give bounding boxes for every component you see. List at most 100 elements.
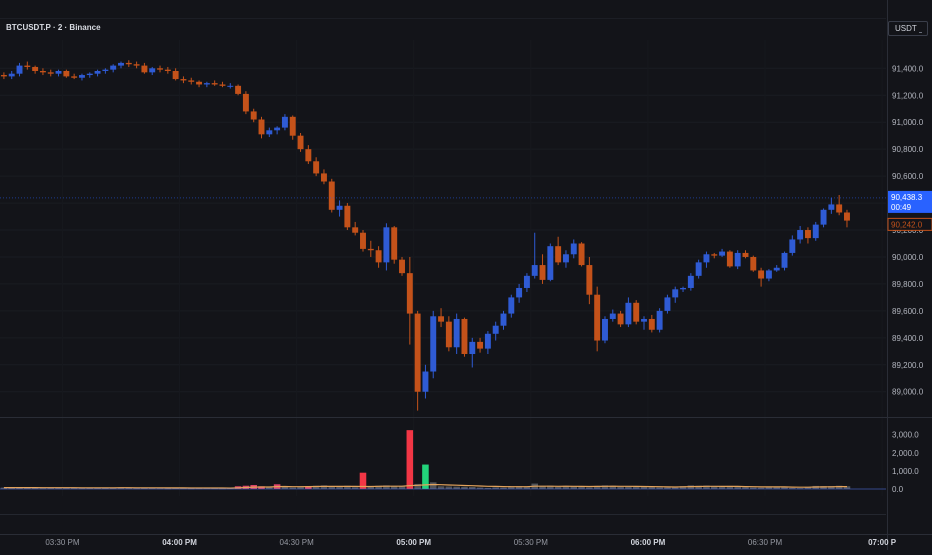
- candle-body: [695, 262, 702, 276]
- candle-body: [539, 265, 546, 280]
- price-tick-label: 90,600.0: [892, 172, 924, 181]
- candle-body: [492, 325, 499, 334]
- volume-bar: [679, 486, 687, 489]
- candle-body: [125, 62, 132, 65]
- volume-bar: [344, 485, 351, 489]
- volume-bar: [476, 487, 484, 489]
- volume-bar: [429, 482, 437, 489]
- volume-bar: [835, 485, 843, 489]
- candle-body: [102, 69, 109, 71]
- candle-body: [94, 70, 101, 74]
- volume-bar: [125, 487, 133, 489]
- time-axis[interactable]: 03:30 PM 04:00 PM 04:30 PM 05:00 PM 05:30 PM…: [45, 538, 896, 547]
- candle-body: [250, 111, 257, 120]
- volume-bar: [281, 486, 289, 489]
- candle-body: [399, 259, 405, 274]
- candle-body: [726, 251, 733, 267]
- volume-bar: [828, 486, 835, 489]
- volume-bar: [586, 487, 593, 489]
- candle-body: [781, 252, 788, 268]
- volume-bar: [70, 487, 78, 489]
- candle-body: [453, 318, 460, 348]
- candle-body: [266, 130, 273, 135]
- candle-body: [594, 294, 601, 341]
- candle-body: [820, 209, 827, 225]
- candle-body: [180, 79, 187, 81]
- candle-body: [430, 316, 437, 372]
- candle-body: [570, 243, 577, 255]
- volume-axis[interactable]: 3,000.0 2,000.0 1,000.0 0.0: [892, 431, 919, 494]
- candle-body: [63, 70, 70, 77]
- price-tick-label: 90,000.0: [892, 253, 924, 262]
- time-tick-label: 04:00 PM: [162, 538, 197, 547]
- candle-body: [422, 371, 429, 392]
- candle-body: [133, 64, 140, 66]
- currency-button[interactable]: USDT: [888, 21, 928, 36]
- candle-body: [836, 204, 843, 213]
- candle-body: [164, 69, 171, 71]
- symbol-title[interactable]: BTCUSDT.P · 2 · Binance: [6, 23, 101, 32]
- volume-bar: [258, 486, 265, 489]
- candle-body: [352, 227, 359, 233]
- candle-body: [141, 65, 148, 73]
- price-labels: 90,438.300:49 90,242.0: [0, 190, 932, 231]
- last-price-label: 90,438.3: [891, 193, 923, 202]
- candle-body: [719, 251, 726, 256]
- volume-bar: [414, 483, 421, 489]
- volume-bar: [710, 486, 718, 489]
- volume-bar: [266, 486, 273, 489]
- volume-bar: [8, 487, 15, 489]
- candle-body: [500, 313, 507, 326]
- currency-label: USDT: [895, 24, 917, 33]
- volume-bar: [734, 487, 741, 489]
- volume-bar: [500, 487, 507, 489]
- volume-bar: [656, 487, 663, 489]
- volume-bar: [312, 485, 320, 489]
- volume-bar: [484, 487, 492, 489]
- volume-bar: [601, 485, 609, 489]
- volume-bar: [789, 487, 796, 489]
- volume-bar: [718, 486, 726, 489]
- candle-body: [55, 70, 62, 74]
- candle-body: [32, 66, 39, 71]
- candle-body: [844, 212, 850, 221]
- volume-bar: [578, 487, 585, 489]
- candle-body: [438, 316, 445, 322]
- volume-bar: [336, 486, 343, 489]
- volume-bar: [804, 487, 812, 489]
- price-axis[interactable]: 91,400.0 91,200.0 91,000.0 90,800.0 90,600.0…: [892, 64, 924, 396]
- candle-body: [758, 270, 765, 279]
- price-tick-label: 91,400.0: [892, 64, 924, 73]
- candle-body: [328, 181, 335, 210]
- volume-bar: [773, 487, 780, 489]
- candle-body: [227, 85, 234, 87]
- candle-body: [742, 252, 749, 257]
- volume-bar: [55, 487, 62, 489]
- price-tick-label: 90,800.0: [892, 145, 924, 154]
- candle-body: [625, 302, 632, 325]
- candle-body: [305, 149, 312, 162]
- volume-bar: [422, 464, 429, 489]
- volume-bar: [695, 485, 702, 489]
- candle-body: [508, 297, 515, 314]
- candle-body: [687, 275, 694, 288]
- candle-body: [274, 127, 281, 131]
- candle-body: [375, 250, 382, 263]
- time-tick-label: 04:30 PM: [280, 538, 315, 547]
- candle-body: [703, 254, 710, 263]
- volume-bar: [320, 485, 328, 489]
- volume-bar: [750, 487, 757, 489]
- volume-bar: [648, 487, 656, 489]
- candle-body: [24, 65, 31, 67]
- volume-bar: [94, 487, 101, 489]
- candle-body: [86, 73, 93, 76]
- price-tick-label: 91,200.0: [892, 91, 924, 100]
- price-tick-label: 89,400.0: [892, 334, 924, 343]
- volume-bar: [375, 485, 382, 489]
- volume-bar: [351, 487, 359, 489]
- candle-body: [258, 119, 265, 135]
- volume-bar: [297, 486, 304, 489]
- volume-bar: [508, 487, 515, 489]
